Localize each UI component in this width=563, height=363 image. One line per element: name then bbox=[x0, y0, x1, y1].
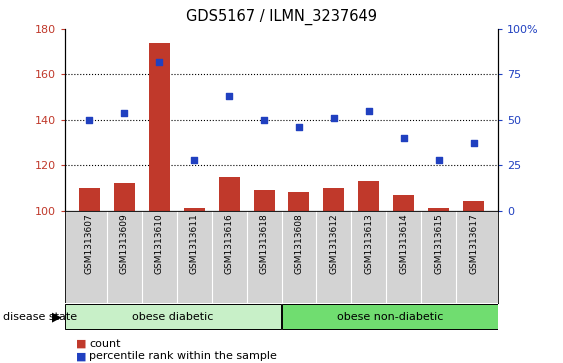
Point bbox=[225, 93, 234, 99]
Text: ■: ■ bbox=[77, 339, 87, 349]
Bar bbox=[184, 208, 204, 211]
Point bbox=[434, 157, 443, 163]
Text: GSM1313609: GSM1313609 bbox=[120, 213, 129, 274]
Text: count: count bbox=[89, 339, 120, 349]
Bar bbox=[65, 305, 281, 329]
Point bbox=[329, 115, 338, 121]
Text: percentile rank within the sample: percentile rank within the sample bbox=[89, 351, 277, 362]
Text: GSM1313611: GSM1313611 bbox=[190, 213, 199, 274]
Text: ■: ■ bbox=[77, 351, 87, 362]
Text: GSM1313617: GSM1313617 bbox=[470, 213, 479, 274]
Bar bbox=[253, 190, 275, 211]
Text: disease state: disease state bbox=[3, 312, 77, 322]
Text: GSM1313614: GSM1313614 bbox=[399, 213, 408, 274]
Text: GSM1313612: GSM1313612 bbox=[329, 213, 338, 274]
Point bbox=[155, 59, 164, 65]
Bar bbox=[79, 188, 100, 211]
Point bbox=[84, 117, 93, 123]
Bar bbox=[114, 183, 135, 211]
Bar bbox=[218, 176, 239, 211]
Point bbox=[294, 124, 303, 130]
Text: ▶: ▶ bbox=[52, 310, 62, 323]
Text: GDS5167 / ILMN_3237649: GDS5167 / ILMN_3237649 bbox=[186, 9, 377, 25]
Point bbox=[364, 108, 373, 114]
Bar bbox=[288, 192, 310, 211]
Text: GSM1313610: GSM1313610 bbox=[155, 213, 164, 274]
Text: GSM1313618: GSM1313618 bbox=[260, 213, 269, 274]
Text: GSM1313616: GSM1313616 bbox=[225, 213, 234, 274]
Text: GSM1313607: GSM1313607 bbox=[84, 213, 93, 274]
Text: GSM1313608: GSM1313608 bbox=[294, 213, 303, 274]
Point bbox=[190, 157, 199, 163]
Point bbox=[470, 140, 479, 146]
Bar bbox=[324, 188, 345, 211]
Point bbox=[399, 135, 408, 141]
Text: obese non-diabetic: obese non-diabetic bbox=[337, 312, 443, 322]
Bar bbox=[428, 208, 449, 211]
Bar bbox=[394, 195, 414, 211]
Point bbox=[120, 110, 129, 115]
Text: obese diabetic: obese diabetic bbox=[132, 312, 214, 322]
Bar bbox=[149, 43, 169, 211]
Bar bbox=[282, 305, 498, 329]
Bar bbox=[463, 201, 484, 211]
Text: GSM1313613: GSM1313613 bbox=[364, 213, 373, 274]
Bar bbox=[359, 181, 379, 211]
Point bbox=[260, 117, 269, 123]
Text: GSM1313615: GSM1313615 bbox=[434, 213, 443, 274]
